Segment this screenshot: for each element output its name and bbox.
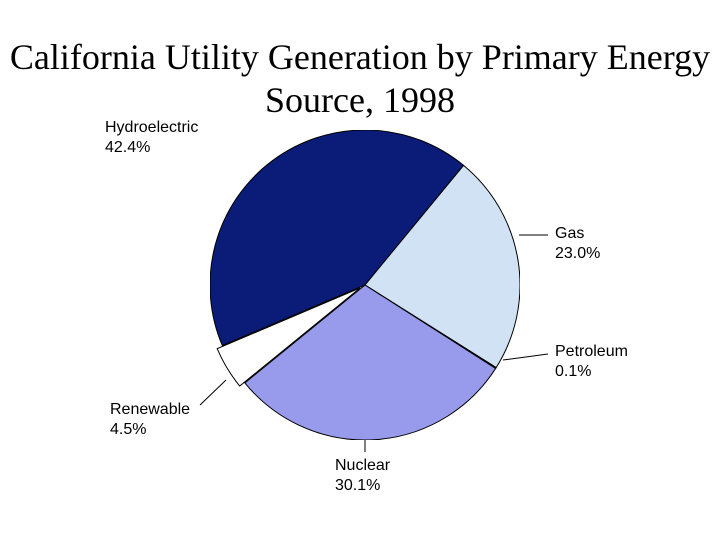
slice-label-pct-gas: 23.0% [555, 244, 600, 264]
slice-label-gas: Gas23.0% [555, 224, 600, 264]
slice-label-renewable: Renewable4.5% [110, 400, 190, 440]
slice-label-pct-hydro: 42.4% [105, 138, 198, 158]
slice-label-nuclear: Nuclear30.1% [335, 456, 390, 496]
slice-label-name-gas: Gas [555, 224, 600, 244]
slice-label-petroleum: Petroleum0.1% [555, 342, 628, 382]
chart-area: Hydroelectric42.4% Gas23.0% Petroleum0.1% N… [0, 100, 720, 540]
pie-chart [210, 130, 520, 440]
slice-label-pct-petroleum: 0.1% [555, 362, 628, 382]
slice-label-pct-renewable: 4.5% [110, 420, 190, 440]
slice-label-name-renewable: Renewable [110, 400, 190, 420]
slice-label-hydro: Hydroelectric42.4% [105, 118, 198, 158]
slice-label-name-nuclear: Nuclear [335, 456, 390, 476]
slice-label-name-petroleum: Petroleum [555, 342, 628, 362]
slice-label-name-hydro: Hydroelectric [105, 118, 198, 138]
slice-label-pct-nuclear: 30.1% [335, 476, 390, 496]
